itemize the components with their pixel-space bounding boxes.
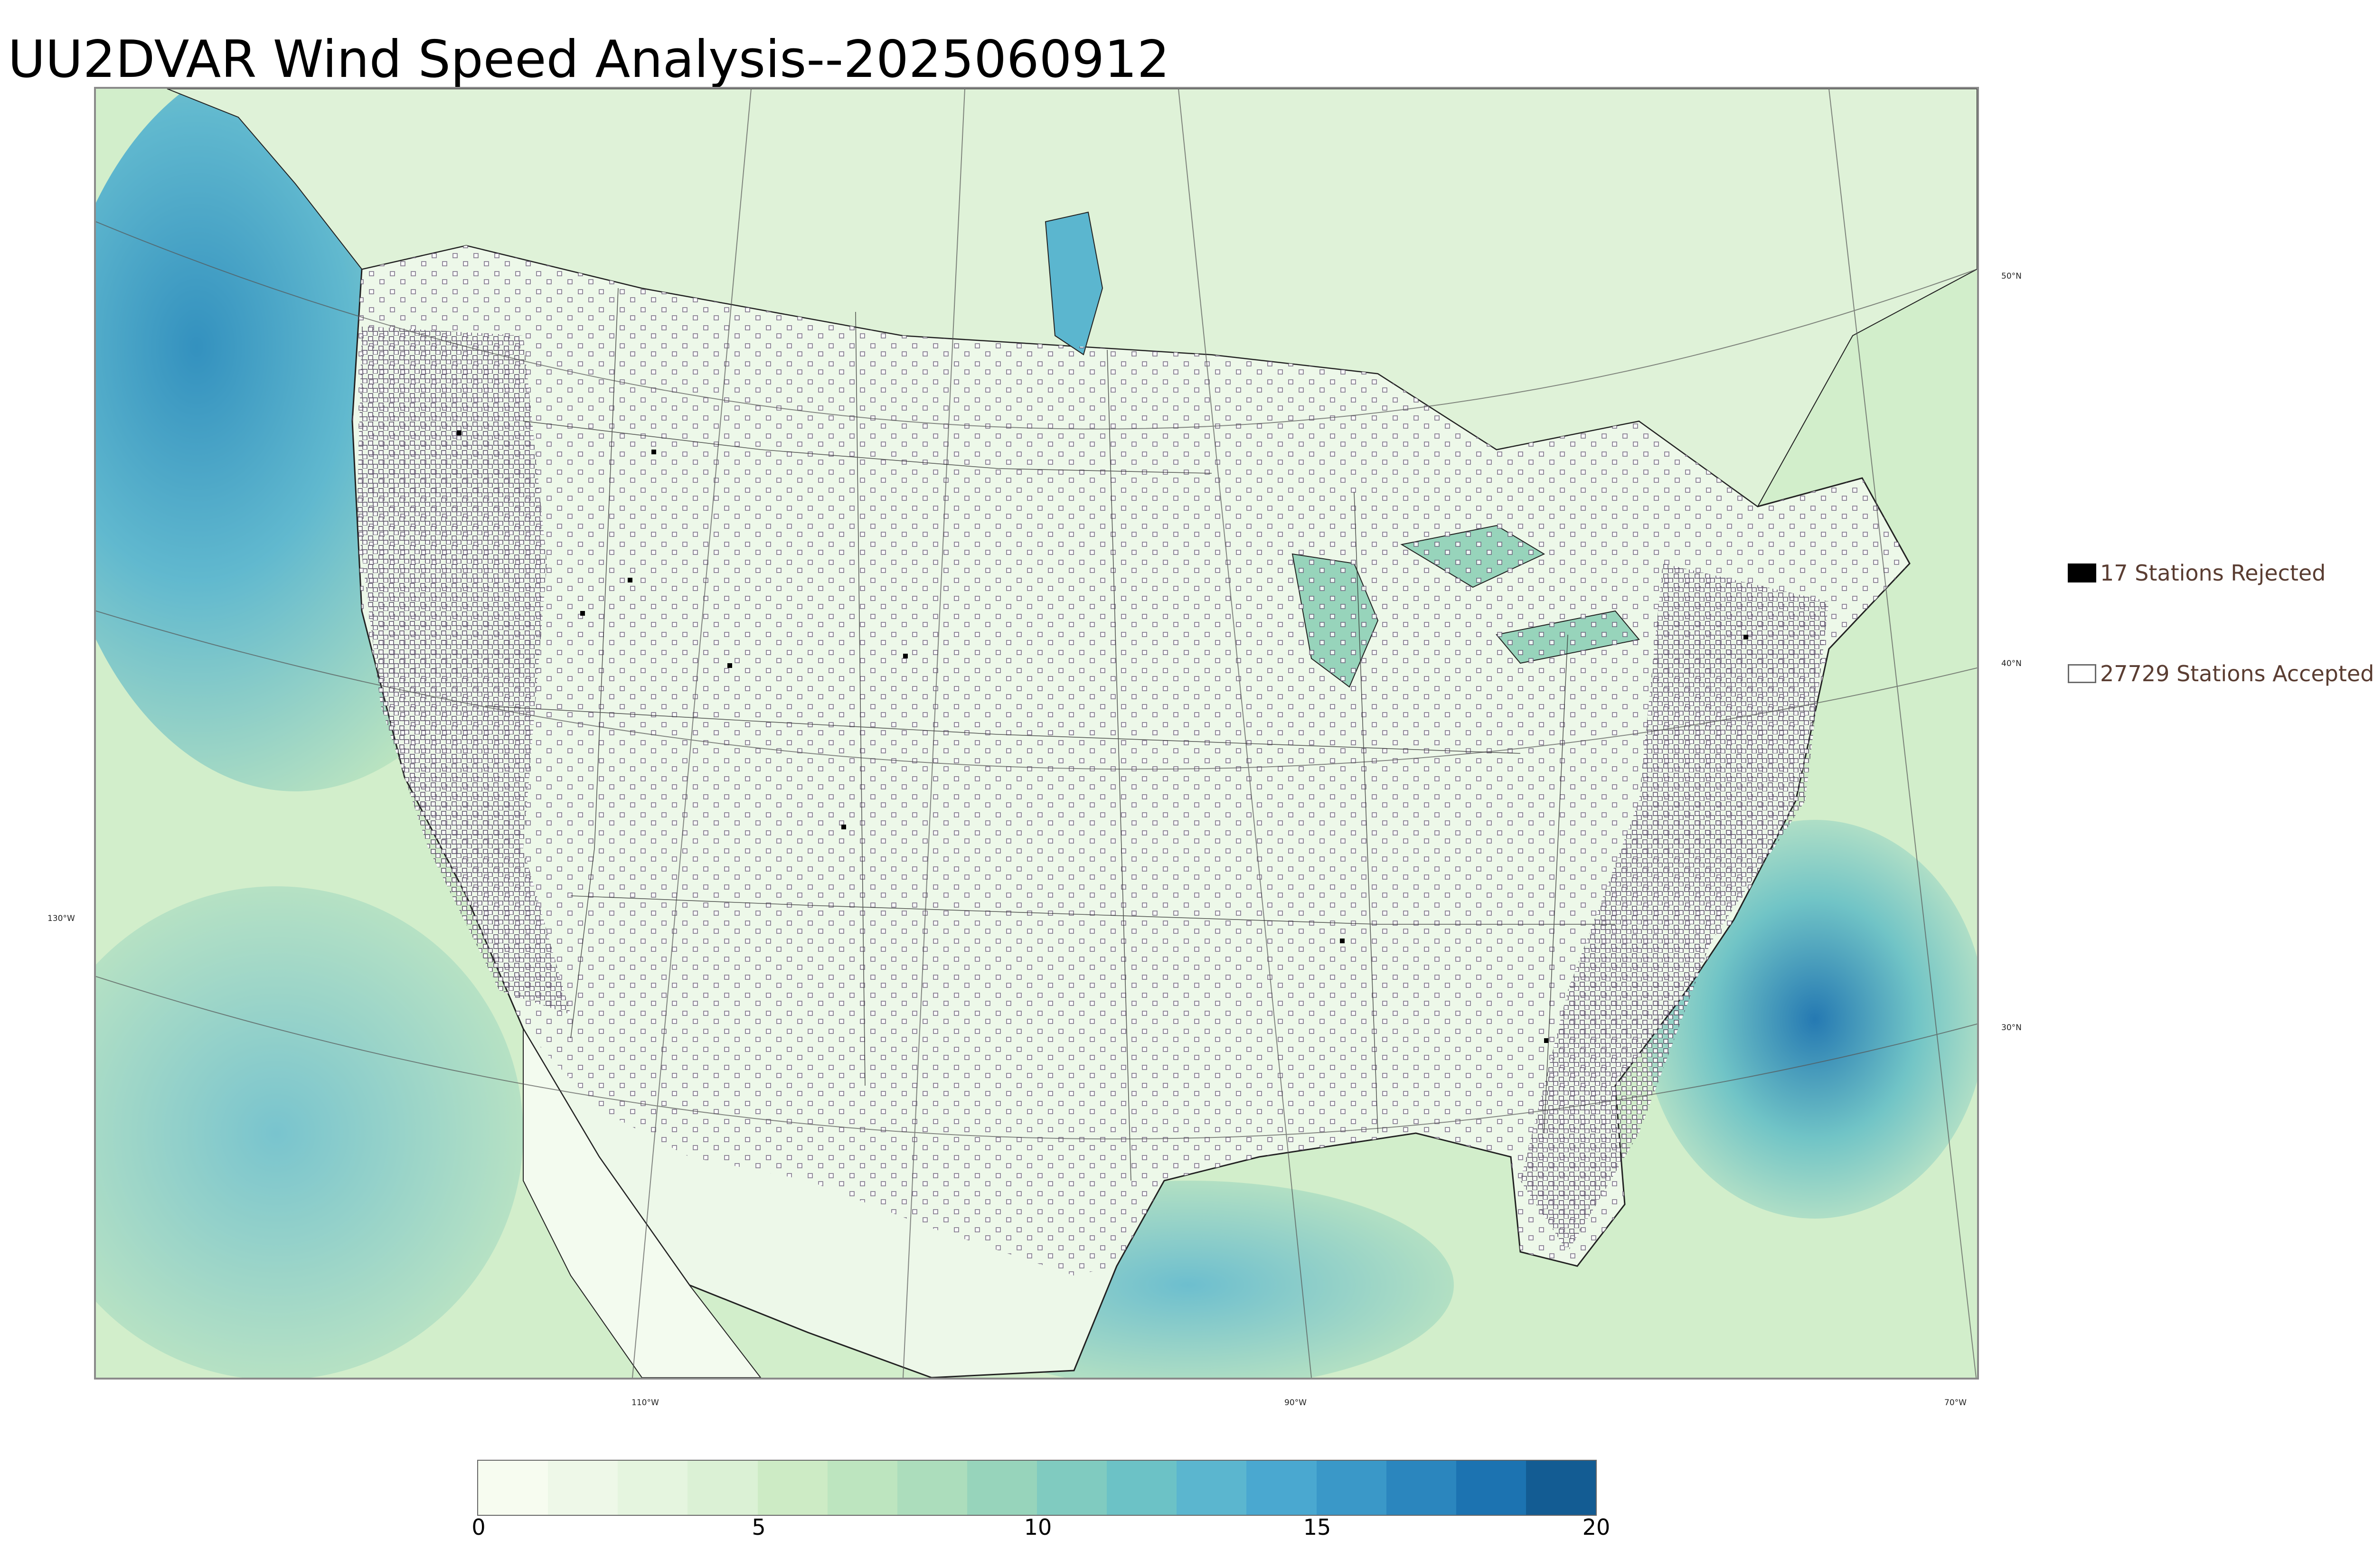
- colorbar-segment: [897, 1461, 967, 1515]
- station-markers-dense-west: [357, 326, 571, 1014]
- colorbar-tick-5: 5: [752, 1514, 766, 1540]
- mexico-landmass: [523, 1027, 762, 1378]
- colorbar-tick-20: 20: [1582, 1514, 1611, 1540]
- lon-label-70w: 70°W: [1944, 1398, 1967, 1408]
- lat-label-30n: 30°N: [2001, 1023, 2022, 1033]
- lake-winnipeg: [1045, 211, 1103, 356]
- lat-label-40n: 40°N: [2001, 659, 2022, 668]
- station-markers: [352, 245, 1910, 1276]
- legend-rejected-label: 17 Stations Rejected: [2100, 560, 2326, 586]
- colorbar-scale: [477, 1460, 1597, 1516]
- colorbar-segment: [1386, 1461, 1456, 1515]
- colorbar-segment: [1526, 1461, 1596, 1515]
- state-borders: [485, 288, 1615, 1181]
- lat-label-50n: 50°N: [2001, 272, 2022, 281]
- legend-rejected: 17 Stations Rejected: [2068, 560, 2326, 586]
- colorbar-segment: [1456, 1461, 1526, 1515]
- colorbar-segment: [1037, 1461, 1107, 1515]
- colorbar-tick-0: 0: [471, 1514, 486, 1540]
- colorbar-segment: [1316, 1461, 1386, 1515]
- page-title: UU2DVAR Wind Speed Analysis--2025060912: [8, 30, 1170, 89]
- colorbar-segment: [1107, 1461, 1177, 1515]
- colorbar-segment: [827, 1461, 897, 1515]
- colorbar-segment: [618, 1461, 688, 1515]
- station-markers-dense-east: [1520, 563, 1829, 1252]
- colorbar-segment: [688, 1461, 758, 1515]
- colorbar-segment: [967, 1461, 1037, 1515]
- lon-label-130w: 130°W: [47, 914, 75, 923]
- colorbar-tick-10: 10: [1024, 1514, 1052, 1540]
- lon-label-90w: 90°W: [1284, 1398, 1307, 1408]
- rejected-stations: [457, 431, 1748, 1043]
- colorbar-segment: [1246, 1461, 1317, 1515]
- colorbar: [477, 1460, 1597, 1517]
- rejected-swatch-icon: [2068, 563, 2096, 582]
- map-panel[interactable]: [94, 87, 1979, 1380]
- colorbar-segment: [548, 1461, 618, 1515]
- accepted-swatch-icon: [2068, 664, 2096, 683]
- colorbar-segment: [478, 1461, 548, 1515]
- colorbar-segment: [757, 1461, 828, 1515]
- colorbar-segment: [1177, 1461, 1247, 1515]
- colorbar-tick-15: 15: [1303, 1514, 1331, 1540]
- lon-label-110w: 110°W: [631, 1398, 659, 1408]
- legend-accepted: 27729 Stations Accepted: [2068, 661, 2374, 686]
- legend-accepted-label: 27729 Stations Accepted: [2100, 661, 2374, 686]
- wind-speed-map[interactable]: [96, 89, 1977, 1378]
- graticule: [96, 89, 1977, 1378]
